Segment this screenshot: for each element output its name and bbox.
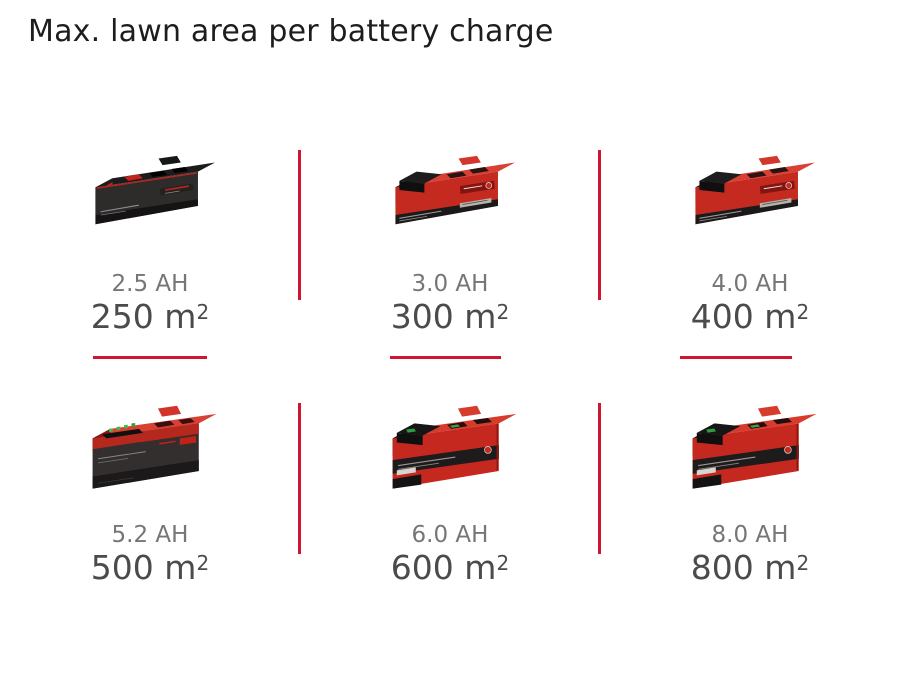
divider-vertical-row2-col2	[598, 403, 601, 554]
divider-vertical-row2-col1	[298, 403, 301, 554]
battery-cell-2-5ah: 2.5 AH 250 m2	[0, 140, 300, 336]
battery-capacity-label: 2.5 AH	[111, 271, 189, 297]
battery-cell-4-0ah: 4.0 AH 400 m2	[600, 140, 900, 336]
battery-cell-5-2ah: 5.2 AH 500 m2	[0, 395, 300, 587]
battery-3-0ah-image	[381, 148, 519, 240]
battery-6-0ah-image	[379, 403, 522, 505]
page-title: Max. lawn area per battery charge	[28, 14, 554, 49]
divider-vertical-row1-col2	[598, 150, 601, 300]
lawn-area-value: 500 m2	[90, 548, 210, 587]
lawn-area-value: 800 m2	[690, 548, 810, 587]
lawn-area-value: 600 m2	[390, 548, 510, 587]
lawn-area-value: 300 m2	[390, 297, 510, 336]
divider-horizontal-col1	[93, 356, 207, 359]
divider-horizontal-col2	[390, 356, 501, 359]
battery-capacity-label: 4.0 AH	[711, 271, 789, 297]
battery-5-2ah-image	[79, 403, 222, 505]
divider-horizontal-col3	[680, 356, 792, 359]
lawn-area-value: 400 m2	[690, 297, 810, 336]
battery-8-0ah-image	[679, 403, 822, 505]
battery-capacity-label: 5.2 AH	[111, 522, 189, 548]
battery-cell-3-0ah: 3.0 AH 300 m2	[300, 140, 600, 336]
divider-vertical-row1-col1	[298, 150, 301, 300]
battery-capacity-label: 8.0 AH	[711, 522, 789, 548]
battery-capacity-label: 6.0 AH	[411, 522, 489, 548]
battery-cell-6-0ah: 6.0 AH 600 m2	[300, 395, 600, 587]
battery-4-0ah-image	[681, 148, 819, 240]
battery-capacity-label: 3.0 AH	[411, 271, 489, 297]
lawn-area-value: 250 m2	[90, 297, 210, 336]
battery-cell-8-0ah: 8.0 AH 800 m2	[600, 395, 900, 587]
battery-2-5ah-image	[81, 148, 219, 240]
